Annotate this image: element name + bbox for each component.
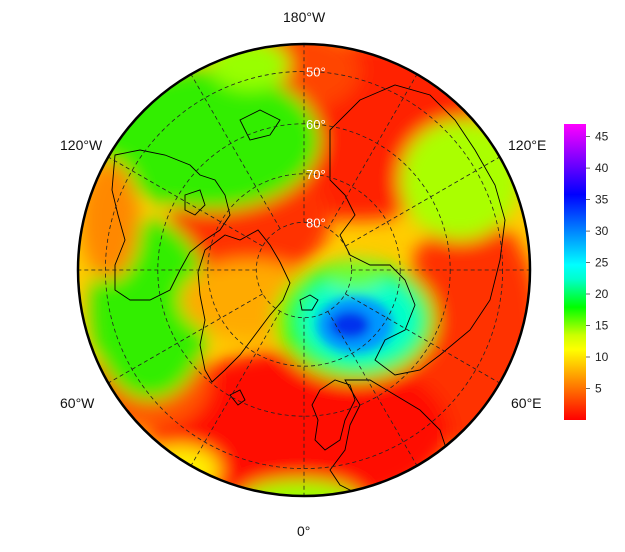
lat-label-60: 60° <box>306 117 326 132</box>
coastline-0 <box>197 229 291 383</box>
colorbar-tick-label: 20 <box>595 287 609 301</box>
coastline-2 <box>329 84 506 376</box>
lon-label-60e: 60°E <box>511 395 542 411</box>
latitude-labels: 50° 60° 70° 80° <box>306 64 326 230</box>
lon-label-180w: 180°W <box>283 9 326 25</box>
colorbar-tick-label: 45 <box>595 130 609 144</box>
coastline-3 <box>311 379 356 451</box>
coastline-1 <box>111 149 231 301</box>
coastlines <box>111 84 506 496</box>
meridian-30 <box>327 311 418 466</box>
data-field <box>78 44 530 496</box>
colorbar-tick-label: 35 <box>595 193 609 207</box>
colorbar-tick-label: 5 <box>595 382 602 396</box>
colorbar-tick-label: 30 <box>595 224 609 238</box>
colorbar-gradient <box>564 124 586 420</box>
colorbar-tick-label: 25 <box>595 256 609 270</box>
lon-label-0: 0° <box>297 523 311 539</box>
meridian-330 <box>190 311 281 466</box>
colorbar-tick-label: 40 <box>595 161 609 175</box>
lon-label-120e: 120°E <box>508 137 547 153</box>
meridian-300 <box>108 293 263 384</box>
colorbar-tick-label: 15 <box>595 319 609 333</box>
colorbar-tick-label: 10 <box>595 350 609 364</box>
lon-label-120w: 120°W <box>60 137 103 153</box>
coastline-4 <box>299 294 319 311</box>
map-frame <box>76 42 532 498</box>
lat-label-80: 80° <box>306 215 326 230</box>
lat-label-70: 70° <box>306 167 326 182</box>
meridian-210 <box>190 74 281 229</box>
meridian-240 <box>108 156 263 247</box>
meridian-60 <box>345 293 500 384</box>
meridian-150 <box>327 74 418 229</box>
colorbar: 5 10 15 20 25 30 35 40 45 <box>564 124 609 420</box>
meridian-120 <box>345 156 500 247</box>
graticule <box>78 44 530 496</box>
lon-label-60w: 60°W <box>60 395 95 411</box>
lat-label-50: 50° <box>306 64 326 79</box>
coastline-8 <box>239 109 281 141</box>
latitude-circle-70 <box>207 173 401 367</box>
coastline-6 <box>229 389 246 406</box>
